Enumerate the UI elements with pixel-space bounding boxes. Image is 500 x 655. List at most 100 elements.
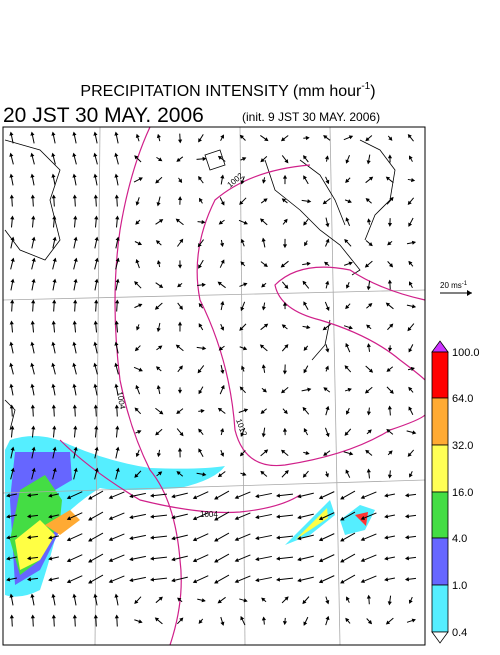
wind-arrowhead — [263, 307, 265, 309]
wind-arrowhead — [32, 616, 34, 618]
reference-arrowhead — [467, 290, 472, 296]
wind-arrowhead — [138, 431, 141, 433]
wind-arrowhead — [73, 364, 75, 367]
wind-arrowhead — [95, 427, 97, 429]
wind-arrowhead — [10, 175, 12, 177]
wind-arrowhead — [221, 302, 223, 304]
wind-arrowhead — [115, 364, 117, 367]
wind-arrowhead — [73, 154, 75, 157]
wind-arrowhead — [74, 238, 76, 240]
wind-arrowhead — [412, 619, 415, 621]
wind-arrowhead — [326, 474, 328, 477]
wind-arrowhead — [349, 326, 352, 328]
wind-arrowhead — [202, 599, 204, 601]
wind-arrowhead — [326, 282, 328, 285]
wind-arrowhead — [413, 305, 415, 307]
wind-arrowhead — [115, 322, 117, 324]
wind-arrowhead — [31, 154, 33, 157]
wind-arrowhead — [346, 218, 348, 221]
wind-arrowhead — [236, 538, 239, 540]
wind-arrowhead — [115, 595, 117, 597]
wind-arrowhead — [221, 327, 223, 330]
wind-arrowhead — [410, 156, 412, 159]
wind-arrowhead — [136, 260, 138, 263]
wind-arrowhead — [116, 616, 118, 618]
precipitation — [5, 436, 375, 597]
wind-arrowhead — [409, 600, 411, 603]
wind-arrowhead — [10, 322, 12, 324]
wind-arrowhead — [116, 280, 118, 282]
wind-arrowhead — [52, 154, 54, 157]
wind-arrowhead — [256, 558, 258, 560]
wind-arrowhead — [349, 262, 352, 264]
wind-arrowhead — [194, 559, 197, 561]
wind-arrowhead — [245, 409, 248, 411]
wind-arrowhead — [137, 327, 139, 330]
wind-arrowhead — [320, 580, 323, 582]
map-frame — [3, 127, 425, 645]
colorbar-label: 32.0 — [452, 440, 473, 452]
wind-arrowhead — [194, 580, 197, 582]
wind-arrowhead — [194, 496, 197, 498]
wind-arrowhead — [94, 364, 96, 367]
wind-arrowhead — [151, 515, 153, 517]
colorbar — [432, 341, 448, 643]
wind-arrowhead — [304, 176, 306, 179]
wind-arrowhead — [151, 557, 153, 559]
wind-arrowhead — [406, 578, 408, 580]
wind-arrowhead — [74, 406, 76, 408]
wind-arrowhead — [151, 494, 153, 496]
wind-arrowhead — [406, 494, 408, 496]
wind-arrowhead — [221, 453, 223, 456]
wind-arrowhead — [346, 411, 348, 414]
wind-arrowhead — [215, 539, 218, 541]
wind-arrowhead — [389, 223, 391, 225]
wind-arrowhead — [172, 537, 175, 539]
wind-arrowhead — [368, 470, 370, 472]
wind-arrowhead — [326, 349, 328, 352]
wind-arrowhead — [362, 559, 365, 561]
wind-arrowhead — [95, 280, 97, 282]
wind-arrowhead — [320, 496, 323, 498]
wind-arrowhead — [389, 281, 391, 283]
wind-arrowhead — [326, 407, 328, 410]
wind-arrowhead — [116, 301, 118, 303]
grid-line — [240, 127, 245, 645]
wind-arrowhead — [32, 301, 34, 303]
wind-arrowhead — [53, 616, 55, 618]
wind-arrowhead — [385, 515, 387, 517]
wind-arrowhead — [326, 181, 328, 184]
wind-arrowhead — [74, 301, 76, 303]
wind-arrowhead — [52, 595, 54, 597]
wind-arrowhead — [194, 517, 197, 519]
wind-arrowhead — [74, 616, 76, 618]
wind-arrowhead — [54, 259, 56, 262]
wind-arrowhead — [116, 238, 118, 240]
reference-label: 20 ms-1 — [440, 281, 468, 290]
wind-arrowhead — [53, 280, 55, 282]
wind-arrowhead — [158, 454, 160, 456]
wind-arrowhead — [52, 385, 54, 387]
wind-arrowhead — [199, 449, 201, 452]
colorbar-segment — [432, 445, 448, 492]
wind-arrowhead — [74, 217, 76, 219]
wind-arrowhead — [346, 160, 348, 163]
wind-arrowhead — [284, 622, 286, 624]
wind-arrowhead — [389, 407, 391, 409]
wind-arrowhead — [130, 516, 132, 518]
wind-arrowhead — [10, 133, 12, 135]
wind-arrowhead — [341, 539, 344, 541]
wind-arrowhead — [94, 133, 96, 135]
wind-arrowhead — [241, 181, 243, 184]
wind-arrowhead — [95, 301, 97, 303]
wind-arrowhead — [94, 343, 96, 345]
wind-arrowhead — [221, 176, 223, 178]
colorbar-top — [432, 341, 448, 352]
wind-arrowhead — [32, 196, 34, 198]
wind-arrowhead — [11, 616, 13, 618]
wind-arrowhead — [94, 595, 96, 597]
wind-arrowhead — [202, 221, 204, 223]
wind-arrowhead — [10, 385, 12, 387]
coast — [300, 160, 345, 225]
wind-arrowhead — [298, 558, 301, 560]
